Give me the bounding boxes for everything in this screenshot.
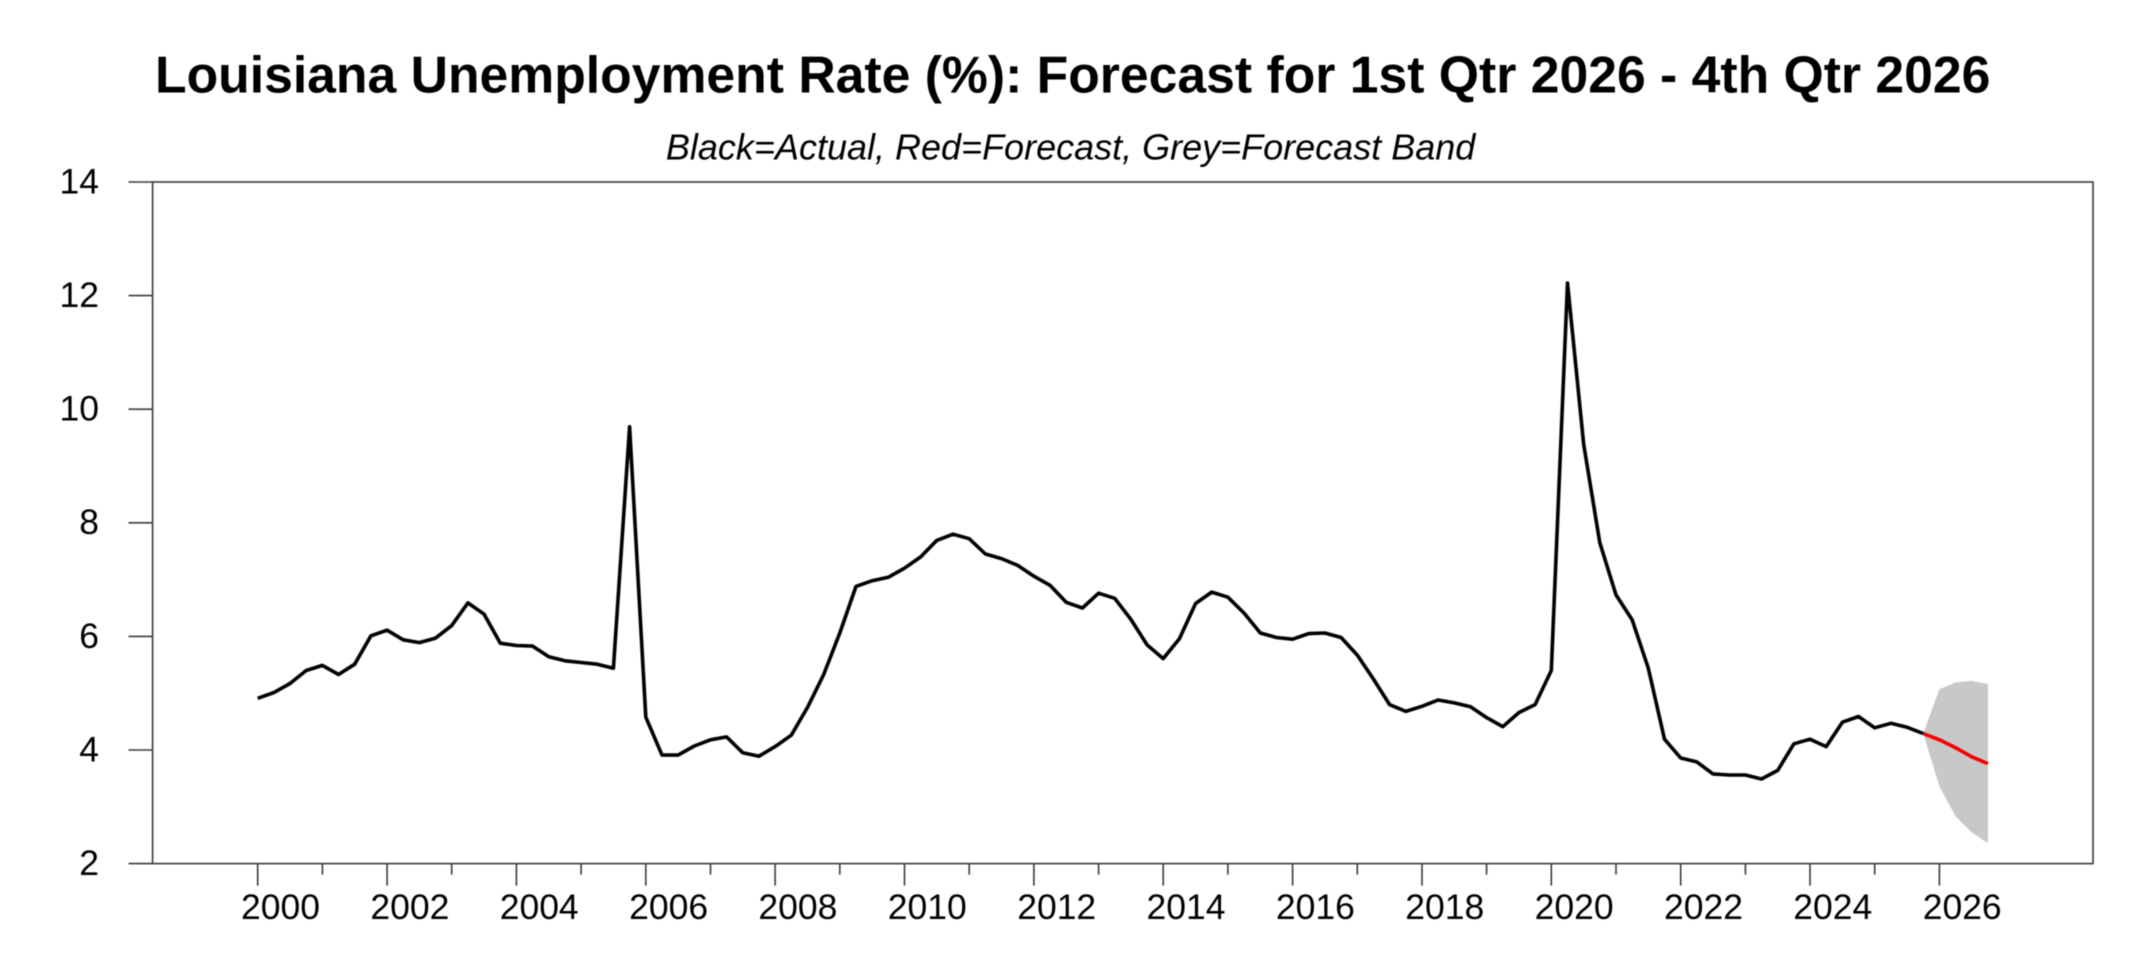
svg-text:12: 12 [60, 275, 100, 315]
svg-text:2026: 2026 [1923, 887, 2002, 927]
svg-text:2006: 2006 [629, 887, 708, 927]
svg-text:2014: 2014 [1147, 887, 1226, 927]
svg-text:8: 8 [79, 502, 99, 542]
svg-text:2008: 2008 [758, 887, 837, 927]
svg-text:2012: 2012 [1017, 887, 1096, 927]
svg-text:Black=Actual, Red=Forecast, Gr: Black=Actual, Red=Forecast, Grey=Forecas… [666, 127, 1476, 168]
svg-text:2022: 2022 [1664, 887, 1743, 927]
svg-text:10: 10 [60, 389, 100, 429]
svg-text:2024: 2024 [1793, 887, 1872, 927]
svg-text:4: 4 [79, 729, 99, 769]
svg-text:2004: 2004 [500, 887, 579, 927]
svg-text:2: 2 [79, 843, 99, 883]
svg-text:2018: 2018 [1405, 887, 1484, 927]
svg-text:2000: 2000 [241, 887, 320, 927]
svg-text:2020: 2020 [1535, 887, 1614, 927]
svg-text:2010: 2010 [888, 887, 967, 927]
svg-text:2016: 2016 [1276, 887, 1355, 927]
svg-text:2002: 2002 [370, 887, 449, 927]
svg-text:Louisiana Unemployment Rate (%: Louisiana Unemployment Rate (%): Forecas… [155, 46, 1990, 104]
svg-text:14: 14 [60, 161, 100, 201]
svg-text:6: 6 [79, 616, 99, 656]
